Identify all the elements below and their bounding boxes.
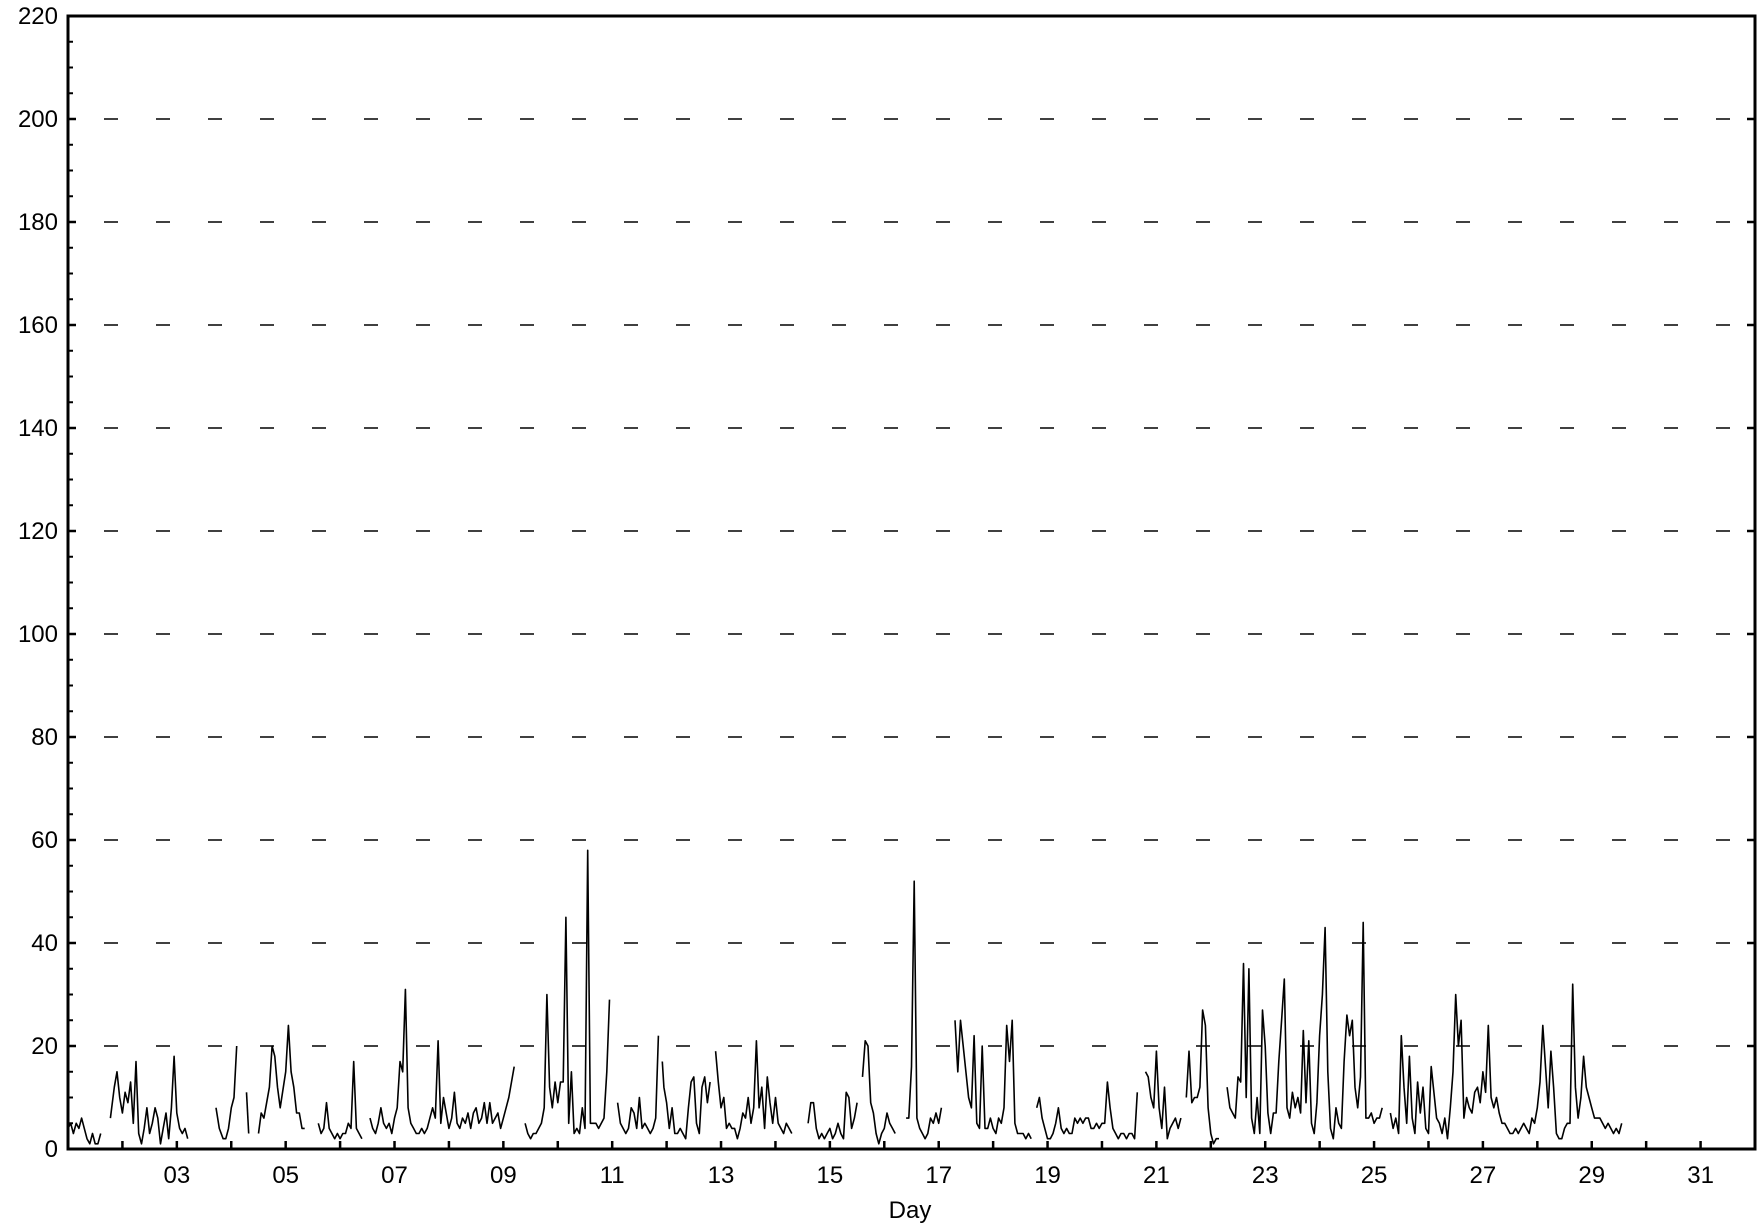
x-tick-label: 17 [925, 1162, 952, 1189]
x-tick-label: 23 [1252, 1162, 1279, 1189]
x-tick-label: 31 [1687, 1162, 1714, 1189]
y-tick-label: 160 [18, 312, 58, 339]
grid-lines [68, 118, 1755, 1047]
x-tick-label: 13 [708, 1162, 735, 1189]
series-line-segment [1185, 1009, 1219, 1145]
series-line-segment [1144, 1050, 1182, 1140]
x-tick-label: 21 [1143, 1162, 1170, 1189]
y-tick-label: 80 [31, 724, 58, 751]
x-axis-ticks: 03 05 07 09 11 13 15 17 19 21 23 25 27 29 31 [121, 1141, 1714, 1189]
y-tick-label: 220 [18, 3, 58, 30]
series-line-segment [67, 1117, 102, 1145]
x-tick-label: 19 [1034, 1162, 1061, 1189]
x-tick-label: 03 [163, 1162, 190, 1189]
series-line-segment [954, 1019, 1032, 1140]
series-line-segment [245, 1092, 250, 1134]
series-line-segment [1035, 1081, 1139, 1140]
series-line-segment [524, 849, 611, 1140]
series-line-segment [257, 1024, 305, 1134]
x-tick-label: 15 [817, 1162, 844, 1189]
series-line-segment [661, 1061, 711, 1140]
x-tick-label: 25 [1361, 1162, 1388, 1189]
x-tick-label: 29 [1578, 1162, 1605, 1189]
series-line-segment [714, 1040, 793, 1140]
series-line-segment [1389, 983, 1623, 1140]
x-tick-label: 07 [381, 1162, 408, 1189]
y-tick-label: 20 [31, 1033, 58, 1060]
x-axis-label: Day [889, 1197, 932, 1224]
plot-frame [66, 14, 1757, 1151]
series-line-segment [616, 1035, 660, 1135]
y-tick-label: 120 [18, 518, 58, 545]
series-line-segment [317, 1060, 363, 1140]
x-tick-label: 05 [272, 1162, 299, 1189]
series-line-segment [1226, 921, 1383, 1140]
series-line-segment [861, 1040, 896, 1145]
series-lines [67, 849, 1623, 1145]
x-tick-label: 11 [600, 1162, 625, 1189]
y-tick-label: 0 [45, 1136, 58, 1163]
y-tick-label: 60 [31, 827, 58, 854]
x-tick-label: 09 [490, 1162, 517, 1189]
series-line-segment [215, 1045, 238, 1140]
y-tick-label: 100 [18, 621, 58, 648]
y-axis-ticks: 0 20 40 60 80 100 120 140 160 180 200 220 [18, 3, 1755, 1163]
series-line-segment [369, 988, 515, 1135]
x-tick-label: 27 [1470, 1162, 1497, 1189]
y-tick-label: 40 [31, 930, 58, 957]
series-line-segment [109, 1055, 189, 1145]
series-line-segment [807, 1091, 858, 1140]
y-tick-label: 200 [18, 106, 58, 133]
y-tick-label: 140 [18, 415, 58, 442]
y-tick-label: 180 [18, 209, 58, 236]
series-line-segment [906, 880, 943, 1140]
